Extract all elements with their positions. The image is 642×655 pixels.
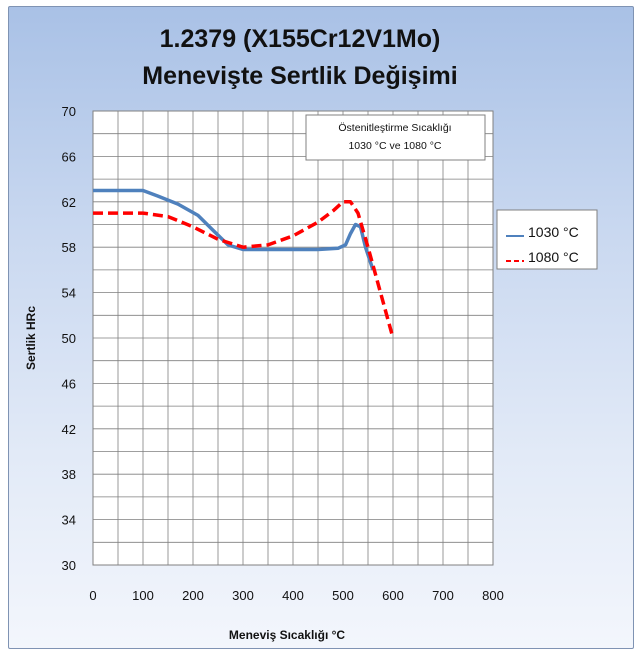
grid-layer xyxy=(93,111,493,565)
y-tick-label: 34 xyxy=(62,513,76,528)
y-axis-title: Sertlik HRc xyxy=(24,306,38,370)
series-1-group xyxy=(93,188,375,271)
chart-title-line1: 1.2379 (X155Cr12V1Mo) xyxy=(160,25,441,53)
x-tick-label: 600 xyxy=(382,588,404,603)
y-tick-layer: 30 34 38 42 46 50 54 58 62 66 70 xyxy=(62,104,76,573)
y-tick-label: 30 xyxy=(62,558,76,573)
legend-box xyxy=(496,209,598,270)
x-tick-label: 800 xyxy=(482,588,504,603)
y-tick-label: 66 xyxy=(62,149,76,164)
x-tick-label: 200 xyxy=(182,588,204,603)
y-tick-label: 38 xyxy=(62,467,76,482)
y-tick-label: 54 xyxy=(62,286,76,301)
chart-title-line2: Menevişte Sertlik Değişimi xyxy=(142,62,457,90)
x-axis-title: Meneviş Sıcaklığı °C xyxy=(229,628,346,642)
annotation-box-border xyxy=(305,114,486,161)
x-tick-label: 100 xyxy=(132,588,154,603)
series-2-group xyxy=(93,200,395,339)
y-tick-label: 62 xyxy=(62,195,76,210)
x-tick-label: 400 xyxy=(282,588,304,603)
annotation-box: Östenitleştirme Sıcaklığı 1030 °C ve 108… xyxy=(305,114,486,161)
y-tick-label: 46 xyxy=(62,376,76,391)
series-line-2 xyxy=(93,200,395,339)
chart-frame: 1.2379 (X155Cr12V1Mo) Menevişte Sertlik … xyxy=(8,6,634,649)
series-line-1 xyxy=(93,188,375,271)
x-tick-label: 700 xyxy=(432,588,454,603)
x-tick-label: 500 xyxy=(332,588,354,603)
legend-label-2: 1080 °C xyxy=(528,249,579,265)
x-tick-label: 0 xyxy=(89,588,96,603)
x-tick-layer: 0 100 200 300 400 500 600 700 800 xyxy=(89,588,503,603)
annotation-line2: 1030 °C ve 1080 °C xyxy=(348,140,441,152)
y-tick-label: 70 xyxy=(62,104,76,119)
chart-svg: 1.2379 (X155Cr12V1Mo) Menevişte Sertlik … xyxy=(24,25,598,642)
x-tick-label: 300 xyxy=(232,588,254,603)
y-tick-label: 42 xyxy=(62,422,76,437)
annotation-line1: Östenitleştirme Sıcaklığı xyxy=(338,122,451,134)
legend: 1030 °C 1080 °C xyxy=(496,209,598,270)
y-tick-label: 50 xyxy=(62,331,76,346)
series-layer xyxy=(93,188,395,339)
legend-label-1: 1030 °C xyxy=(528,224,579,240)
y-tick-label: 58 xyxy=(62,240,76,255)
